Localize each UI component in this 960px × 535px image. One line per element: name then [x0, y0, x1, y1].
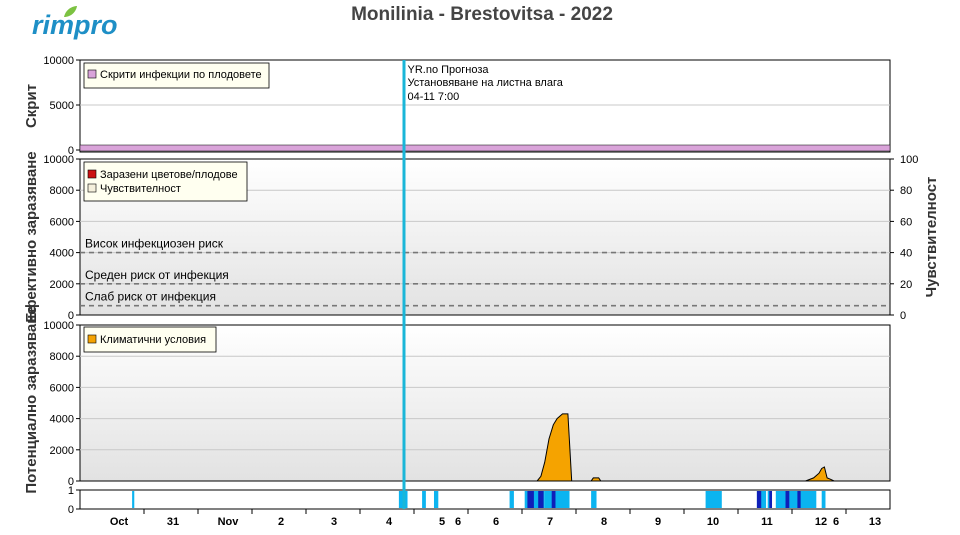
wetness-bar-light	[775, 491, 817, 508]
chart-title: Monilinia - Brestovitsa - 2022	[351, 4, 613, 25]
sensitivity-ytick-label: 20	[900, 279, 912, 291]
x-tick-label: 7	[547, 516, 553, 528]
x-tick-label: 5	[439, 516, 445, 528]
ylabel-hidden: Скрит	[23, 84, 40, 128]
legend-label-infected: Заразени цветове/плодове	[100, 169, 238, 181]
wetness-bar-light	[591, 491, 597, 508]
potential-ytick-label: 4000	[50, 414, 74, 426]
ylabel-potential: Потенциално заразяване	[23, 306, 40, 493]
legend-label-sensitivity: Чувствителност	[100, 183, 181, 195]
legend-potential: Климатични условия	[83, 326, 217, 353]
sensitivity-ytick-label: 60	[900, 216, 912, 228]
potential-ytick-label: 0	[68, 476, 74, 488]
panel-wetness-frame	[79, 489, 891, 510]
x-tick-label: 6	[493, 516, 499, 528]
effective-ytick-label: 0	[68, 310, 74, 322]
hidden-ytick-label: 10000	[43, 55, 74, 67]
potential-ytick-label: 2000	[50, 445, 74, 457]
panel-wetness: 10	[68, 485, 891, 516]
risk-threshold-label: Слаб риск от инфекция	[85, 290, 216, 304]
ylabel-sensitivity: Чувствителност	[923, 177, 940, 298]
legend-effective: Заразени цветове/плодове Чувствителност	[83, 161, 248, 202]
wetness-ytick-label: 0	[68, 504, 74, 516]
effective-ytick-label: 6000	[50, 216, 74, 228]
forecast-label-time: 04-11 7:00	[408, 91, 460, 103]
wetness-bar-dark	[785, 491, 790, 508]
wetness-bar-light	[821, 491, 826, 508]
legend-swatch-infected	[87, 169, 97, 179]
x-tick-label: Oct	[110, 516, 129, 528]
potential-ytick-label: 8000	[50, 351, 74, 363]
forecast-line	[402, 60, 406, 509]
x-tick-label: 2	[278, 516, 284, 528]
forecast-label-source: YR.no Прогноза	[408, 64, 490, 76]
effective-ytick-label: 4000	[50, 248, 74, 260]
x-tick-label: 9	[655, 516, 661, 528]
sensitivity-ytick-label: 80	[900, 185, 912, 197]
x-axis: Oct 31 Nov 2 3 4 5 6 7 8 9 10 11 12 136 6	[110, 509, 881, 528]
forecast-label-description: Установяване на листна влага	[408, 77, 564, 89]
legend-swatch-sensitivity	[87, 183, 97, 193]
wetness-ytick-label: 1	[68, 485, 74, 497]
wetness-bar-light	[509, 491, 514, 508]
risk-threshold-label: Среден риск от инфекция	[85, 268, 229, 282]
x-tick-label-minor: 6	[455, 516, 461, 528]
x-tick-label: 11	[761, 516, 773, 528]
risk-threshold-label: Висок инфекциозен риск	[85, 237, 224, 251]
leaf-icon	[64, 6, 77, 17]
x-tick-label: 12	[815, 516, 827, 528]
wetness-bar-dark	[769, 491, 773, 508]
wetness-bar-dark	[551, 491, 556, 508]
x-tick-label: Nov	[218, 516, 240, 528]
hidden-ytick-label: 5000	[50, 100, 74, 112]
series-climatic-conditions	[171, 413, 890, 482]
sensitivity-ytick-label: 100	[900, 154, 918, 166]
forecast-marker: YR.no Прогноза Установяване на листна вл…	[402, 60, 564, 509]
hidden-infection-band	[79, 144, 891, 152]
panel-effective: Висок инфекциозен риск Среден риск от инф…	[23, 151, 940, 322]
ylabel-effective: Ефективно заразяване	[23, 151, 40, 322]
effective-ytick-label: 8000	[50, 185, 74, 197]
legend-label-climatic: Климатични условия	[100, 334, 206, 346]
wetness-bar-light	[132, 491, 135, 508]
wetness-bar-light	[422, 491, 426, 508]
legend-hidden: Скрити инфекции по плодовете	[83, 62, 270, 89]
potential-ytick-label: 10000	[43, 320, 74, 332]
wetness-bar-light	[705, 491, 722, 508]
sensitivity-ytick-label: 0	[900, 310, 906, 322]
logo-text: rimpro	[32, 10, 118, 40]
wetness-bar-light	[756, 491, 767, 508]
wetness-bar-dark	[538, 491, 544, 508]
x-tick-label: 3	[331, 516, 337, 528]
wetness-bar-light	[544, 491, 570, 508]
rimpro-logo: rimpro	[32, 6, 118, 40]
x-tick-label: 8	[601, 516, 607, 528]
sensitivity-ytick-label: 40	[900, 248, 912, 260]
legend-swatch-hidden	[87, 69, 97, 79]
hidden-ytick-label: 0	[68, 145, 74, 157]
wetness-bar-dark	[756, 491, 762, 508]
x-tick-label: 10	[707, 516, 719, 528]
x-tick-label: 31	[167, 516, 179, 528]
potential-ytick-label: 6000	[50, 382, 74, 394]
x-tick-label: 4	[386, 516, 393, 528]
panel-potential: 10000 8000 6000 4000 2000 0 Потенциално зараз…	[23, 306, 891, 494]
wetness-bar-dark	[527, 491, 534, 508]
panel-hidden: 10000 5000 0 Скрит Скрити инфекции по плод…	[23, 55, 891, 157]
x-tick-label: 13	[869, 516, 881, 528]
legend-label-hidden: Скрити инфекции по плодовете	[100, 69, 262, 81]
effective-ytick-label: 2000	[50, 279, 74, 291]
wetness-bar-dark	[797, 491, 801, 508]
wetness-bar-light	[433, 491, 439, 508]
legend-swatch-climatic	[87, 334, 97, 344]
x-tick-label-minor: 6	[833, 516, 839, 528]
effective-ytick-label: 10000	[43, 154, 74, 166]
